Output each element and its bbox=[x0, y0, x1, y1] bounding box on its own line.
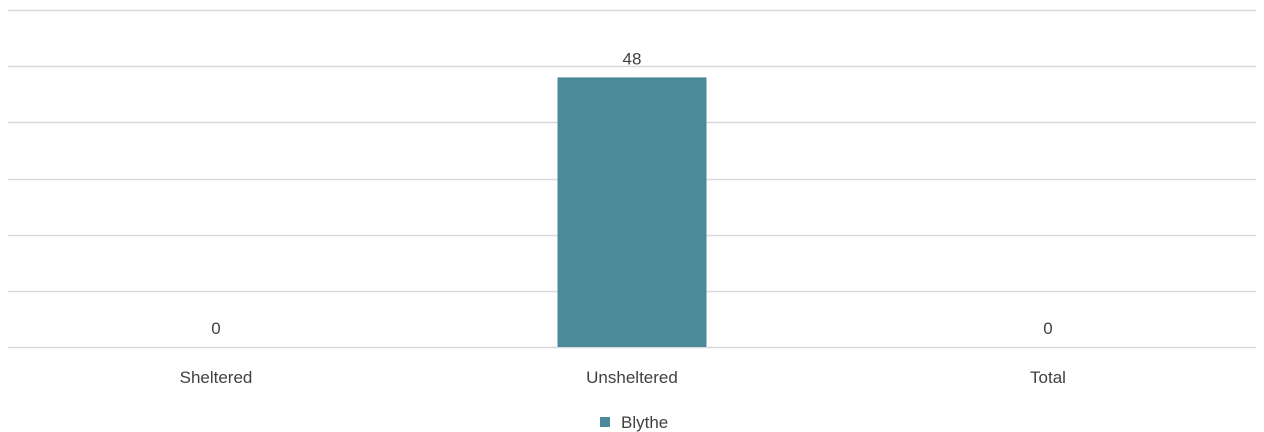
data-label-unsheltered: 48 bbox=[623, 49, 642, 68]
bars bbox=[557, 77, 707, 348]
data-labels: 0 48 0 bbox=[211, 49, 1052, 338]
legend-label-blythe: Blythe bbox=[621, 413, 668, 432]
legend: Blythe bbox=[600, 413, 668, 432]
data-label-sheltered: 0 bbox=[211, 319, 220, 338]
category-label-sheltered: Sheltered bbox=[180, 368, 253, 387]
bar-unsheltered bbox=[557, 77, 707, 348]
category-label-unsheltered: Unsheltered bbox=[586, 368, 678, 387]
category-label-total: Total bbox=[1030, 368, 1066, 387]
legend-swatch-blythe bbox=[600, 417, 610, 427]
category-labels: Sheltered Unsheltered Total bbox=[180, 368, 1066, 387]
data-label-total: 0 bbox=[1043, 319, 1052, 338]
